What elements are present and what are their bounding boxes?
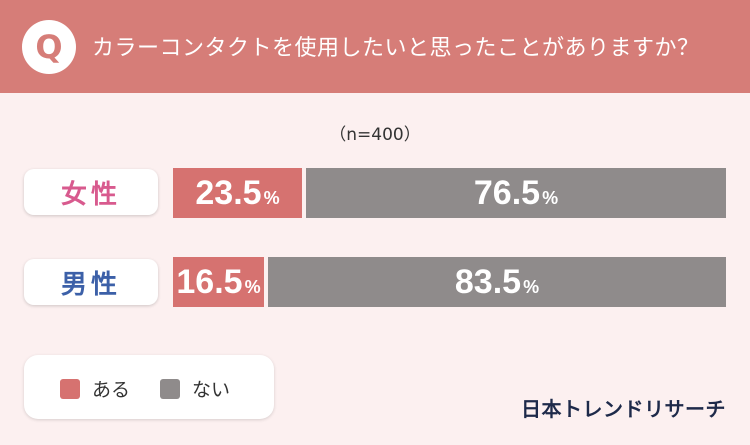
bar-value-label: 83.5: [454, 262, 522, 301]
sample-size-note: （n=400）: [329, 125, 421, 145]
question-text: カラーコンタクトを使用したいと思ったことがありますか？: [92, 36, 700, 61]
question-header: Q カラーコンタクトを使用したいと思ったことがありますか？: [0, 0, 750, 93]
legend-item-no: ない: [160, 375, 230, 402]
bar-value-label: 76.5: [473, 173, 541, 212]
bar-unit-label: %: [263, 187, 280, 208]
bar-unit-label: %: [523, 276, 540, 297]
legend-label-yes: ある: [92, 379, 131, 401]
bar-unit-label: %: [542, 187, 559, 208]
bar-row-male: 16.5% 83.5%: [173, 257, 726, 307]
legend-swatch-no: [160, 378, 180, 399]
bar-row-female: 23.5% 76.5%: [173, 168, 726, 218]
bar-segment-no: 76.5%: [306, 168, 726, 218]
q-badge: Q: [22, 20, 76, 74]
legend: ある ない: [24, 355, 274, 419]
bar-segment-yes: 23.5%: [173, 168, 302, 218]
bar-unit-label: %: [244, 276, 261, 297]
bar-value-label: 16.5: [176, 262, 243, 301]
category-label-male: 男性: [24, 259, 158, 305]
bar-segment-no: 83.5%: [268, 257, 726, 307]
legend-item-yes: ある: [60, 375, 130, 402]
category-label-female: 女性: [24, 169, 158, 215]
bar-segment-yes: 16.5%: [173, 257, 264, 307]
bar-value-label: 23.5: [195, 173, 262, 212]
q-icon: Q: [35, 28, 63, 66]
legend-label-no: ない: [192, 379, 231, 401]
brand-logo: 日本トレンドリサーチ: [521, 397, 726, 421]
legend-swatch-yes: [60, 378, 80, 399]
